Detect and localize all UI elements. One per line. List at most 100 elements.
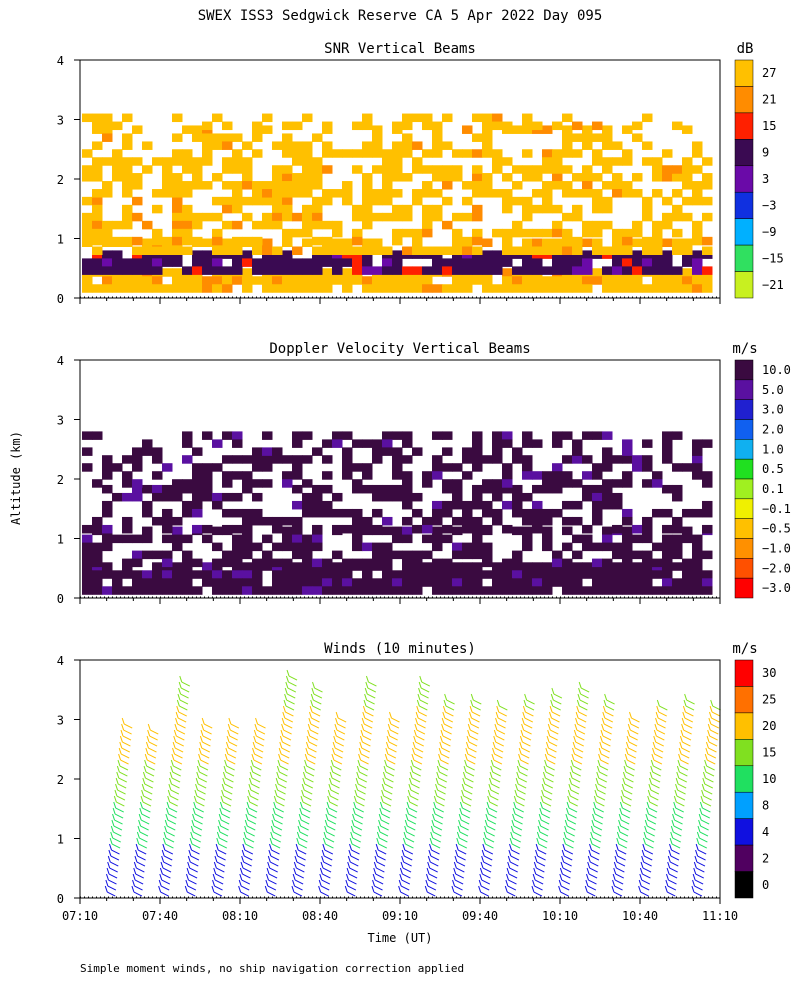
heatmap-cell [702,586,713,595]
heatmap-cell [142,526,153,536]
wind-barb-shaft [486,801,490,809]
wind-barb-flag [469,735,478,741]
wind-barb-shaft [706,735,710,743]
wind-barb-shaft [516,765,520,773]
wind-barb-shaft [461,789,465,797]
heatmap-cell [192,524,203,534]
colorbar-swatch [734,844,754,872]
wind-barb-flag [465,771,475,777]
heatmap-cell [582,542,593,552]
heatmap-cell [222,479,233,488]
heatmap-cell [662,238,673,247]
wind-barb-flag [493,765,502,771]
heatmap-cell [312,570,323,579]
heatmap-cell [312,276,323,285]
heatmap-cell [162,484,173,494]
wind-barb-shaft [641,849,645,857]
wind-barb-shaft [457,825,461,833]
heatmap-cell [192,508,203,518]
heatmap-cell [92,173,103,182]
heatmap-cell [702,550,713,560]
wind-barb-flag [246,831,255,837]
wind-barb-flag [667,891,676,897]
heatmap-cell [332,228,343,238]
heatmap-cell [142,246,153,255]
wind-barb-shaft [405,807,409,815]
wind-barb-shaft [106,873,109,881]
heatmap-cell [222,284,233,293]
wind-barb-shaft [439,741,443,749]
heatmap-cell [152,471,163,480]
heatmap-cell [492,189,503,198]
heatmap-cell [102,121,113,131]
heatmap-cell [432,542,443,552]
wind-barb-flag [573,765,582,771]
heatmap-cell [492,250,503,259]
wind-barb-flag [214,885,223,891]
heatmap-cell [92,165,103,174]
heatmap-cell [562,236,573,246]
wind-barb-flag [302,807,311,813]
wind-barb-flag [484,855,493,861]
heatmap-cell [572,266,583,275]
wind-barb-flag [220,819,230,825]
wind-barb-shaft [217,825,221,833]
heatmap-cell [82,578,93,587]
wind-barb-flag [544,783,554,789]
wind-barb-shaft [592,813,596,821]
heatmap-cell [402,284,413,293]
heatmap-cell [132,266,143,275]
wind-barb-flag [512,837,521,843]
wind-barb-shaft [539,807,543,815]
heatmap-cell [302,228,313,238]
heatmap-cell [662,534,673,544]
wind-barb-shaft [644,819,648,827]
heatmap-cell [322,508,333,518]
wind-barb-shaft [691,885,695,893]
wind-barb-flag [627,753,637,759]
wind-barb-flag [311,711,321,717]
heatmap-cell [502,524,513,534]
wind-barb-shaft [573,729,577,737]
heatmap-cell [502,157,513,166]
heatmap-cell [342,431,353,440]
heatmap-cell [342,578,353,587]
heatmap-cell [152,550,163,560]
heatmap-cell [702,439,713,448]
wind-barb-flag [299,831,309,837]
wind-barb-flag [481,879,491,885]
colorbar-swatch [734,818,754,846]
heatmap-cell [332,431,343,440]
heatmap-cell [582,455,593,464]
heatmap-cell [132,455,143,464]
wind-barb-shaft [643,831,647,839]
heatmap-cell [652,558,663,568]
wind-barb-shaft [405,813,409,821]
wind-barb-flag [110,855,120,861]
heatmap-cell [402,141,413,150]
wind-barb-flag [365,711,374,717]
heatmap-cell [342,246,353,255]
heatmap-cell [372,508,383,518]
wind-barb-shaft [544,753,548,761]
heatmap-cell [502,431,513,440]
heatmap-cell [652,508,663,518]
wind-barb-shaft [319,867,323,875]
wind-barb-flag [697,849,707,855]
wind-barb-shaft [404,825,408,833]
heatmap-cell [252,570,263,579]
wind-barb-shaft [536,831,540,839]
wind-barb-flag [216,867,225,873]
heatmap-cell [632,220,643,230]
wind-barb-flag [281,747,291,753]
heatmap-cell [82,196,93,206]
heatmap-cell [562,149,573,158]
heatmap-cell [662,578,673,587]
heatmap-cell [602,455,613,464]
heatmap-cell [82,258,93,267]
heatmap-cell [312,173,323,182]
heatmap-cell [602,578,613,587]
wind-barb-flag [681,747,691,753]
wind-barb-flag [197,789,206,795]
heatmap-cell [602,492,613,502]
